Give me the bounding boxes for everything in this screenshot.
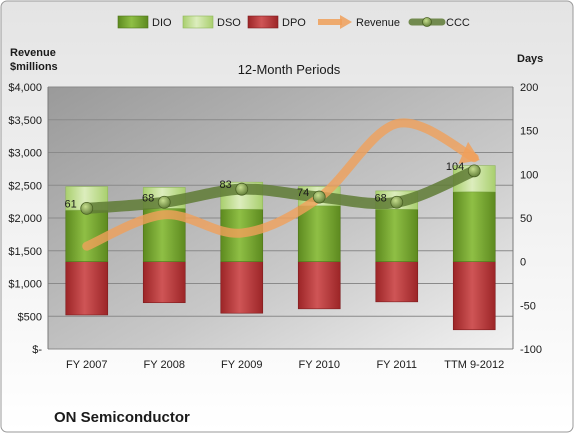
ccc-marker xyxy=(235,182,249,196)
left-axis-title-line-1: Revenue xyxy=(10,47,56,59)
right-axis-title: Days xyxy=(517,53,543,65)
left-tick-label: $4,000 xyxy=(8,82,42,94)
dpo-bar xyxy=(297,261,341,310)
ccc-value-labels: 61 68 83 74 68 104 xyxy=(65,161,465,211)
dio-bar xyxy=(452,191,496,262)
chart-title: 12-Month Periods xyxy=(238,62,341,77)
left-tick-label: $1,500 xyxy=(8,246,42,258)
revenue-line xyxy=(82,118,479,251)
left-tick-label: $3,500 xyxy=(8,115,42,127)
legend-swatch-revenue-head xyxy=(340,15,352,29)
ccc-value-label: 61 xyxy=(65,198,77,210)
category-label: FY 2009 xyxy=(221,359,262,371)
left-tick-label: $2,000 xyxy=(8,213,42,225)
right-tick-label: -100 xyxy=(520,344,542,356)
dpo-bar xyxy=(142,261,186,304)
ccc-value-label: 68 xyxy=(142,192,154,204)
dpo-bar xyxy=(452,261,496,331)
ccc-value-label: 74 xyxy=(297,187,309,199)
ccc-marker xyxy=(390,195,404,209)
legend-swatch-dso xyxy=(182,15,214,29)
ccc-value-label: 68 xyxy=(375,192,387,204)
gridlines xyxy=(47,86,514,350)
company-name: ON Semiconductor xyxy=(54,409,190,426)
dpo-bar xyxy=(65,261,109,316)
dio-bar xyxy=(297,205,341,262)
legend-label-dso: DSO xyxy=(217,17,241,29)
right-axis-ticks: -100 -50 0 50 100 150 200 xyxy=(520,82,542,356)
dio-bar xyxy=(375,208,419,262)
legend-swatch-ccc-marker xyxy=(422,17,432,27)
legend: DIO DSO DPO Revenue CCC xyxy=(117,15,470,29)
left-axis-title-line-2: $millions xyxy=(10,61,58,73)
category-label: TTM 9-2012 xyxy=(444,359,504,371)
category-label: FY 2008 xyxy=(144,359,185,371)
ccc-value-label: 104 xyxy=(446,161,464,173)
dpo-bar xyxy=(220,261,264,314)
legend-label-revenue: Revenue xyxy=(356,17,400,29)
left-tick-label: $500 xyxy=(18,311,42,323)
category-label: FY 2010 xyxy=(299,359,340,371)
ccc-marker xyxy=(312,190,326,204)
left-axis-ticks: $- $500 $1,000 $1,500 $2,000 $2,500 $3,000 $3,5… xyxy=(8,82,42,356)
legend-swatch-dpo xyxy=(247,15,279,29)
dpo-bar xyxy=(375,261,419,303)
left-tick-label: $1,000 xyxy=(8,279,42,291)
revenue-arrowhead xyxy=(458,141,480,164)
right-tick-label: 0 xyxy=(520,257,526,269)
right-tick-label: 100 xyxy=(520,169,538,181)
legend-label-ccc: CCC xyxy=(446,17,470,29)
ccc-markers xyxy=(80,164,481,215)
ccc-marker xyxy=(467,164,481,178)
ccc-marker xyxy=(157,195,171,209)
ccc-marker xyxy=(80,201,94,215)
category-label: FY 2007 xyxy=(66,359,107,371)
left-tick-label: $3,000 xyxy=(8,148,42,160)
category-labels: FY 2007 FY 2008 FY 2009 FY 2010 FY 2011 TTM 9… xyxy=(66,359,504,371)
right-tick-label: -50 xyxy=(520,300,536,312)
left-tick-label: $- xyxy=(32,344,42,356)
category-label: FY 2011 xyxy=(376,359,417,371)
legend-label-dio: DIO xyxy=(152,17,172,29)
ccc-value-label: 83 xyxy=(220,179,232,191)
right-tick-label: 50 xyxy=(520,213,532,225)
legend-label-dpo: DPO xyxy=(282,17,306,29)
legend-swatch-dio xyxy=(117,15,149,29)
right-tick-label: 150 xyxy=(520,126,538,138)
right-tick-label: 200 xyxy=(520,82,538,94)
left-tick-label: $2,500 xyxy=(8,180,42,192)
